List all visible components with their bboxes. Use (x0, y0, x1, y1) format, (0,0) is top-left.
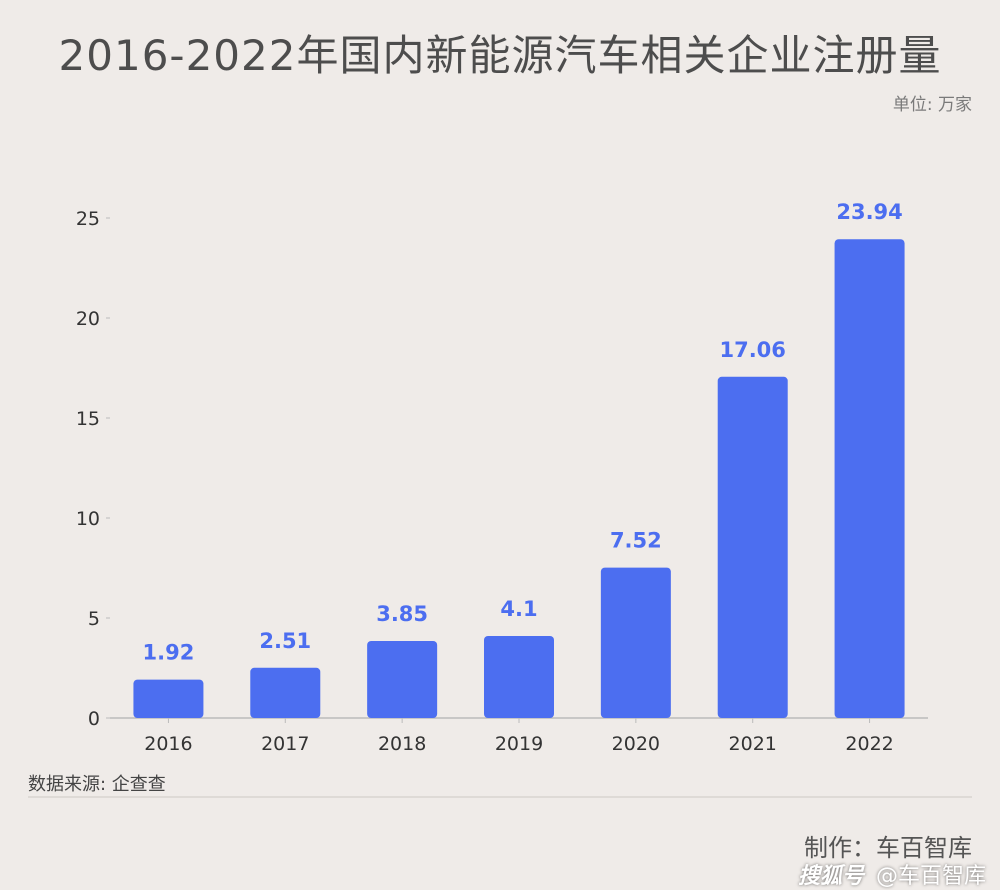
x-tick-label: 2021 (729, 733, 777, 755)
x-tick-label: 2020 (612, 733, 660, 755)
value-label: 3.85 (376, 602, 428, 626)
y-tick-label: 25 (76, 208, 100, 230)
value-label: 7.52 (610, 529, 662, 553)
x-tick-label: 2019 (495, 733, 543, 755)
bar-2018 (367, 641, 438, 718)
maker-credit: 制作：车百智库 (804, 834, 972, 862)
y-tick-label: 20 (76, 308, 100, 330)
bar-2019 (484, 636, 554, 718)
y-tick-label: 5 (88, 608, 100, 630)
y-tick-label: 0 (88, 708, 100, 730)
x-tick-label: 2018 (378, 733, 426, 755)
value-label: 2.51 (259, 629, 311, 653)
y-tick-label: 10 (76, 508, 100, 530)
x-tick-label: 2016 (144, 733, 192, 755)
watermark-handle: @车百智库 (875, 864, 986, 889)
x-tick-label: 2017 (261, 733, 309, 755)
y-tick-label: 15 (76, 408, 100, 430)
unit-label: 单位: 万家 (892, 95, 972, 115)
bar-2016 (133, 679, 204, 718)
value-label: 23.94 (836, 200, 902, 224)
x-tick-label: 2022 (845, 733, 893, 755)
value-label: 4.1 (500, 597, 537, 621)
bar-2022 (834, 239, 905, 718)
data-source: 数据来源: 企查查 (28, 774, 166, 795)
value-label: 17.06 (719, 338, 785, 362)
footer-divider (28, 796, 972, 798)
bar-2017 (250, 667, 321, 718)
watermark: 搜狐号 @车百智库 (798, 858, 986, 890)
watermark-brand: 搜狐号 (797, 864, 864, 889)
chart-title: 2016-2022年国内新能源汽车相关企业注册量 (58, 31, 942, 80)
bar-2021 (717, 376, 788, 718)
value-label: 1.92 (143, 641, 195, 665)
bar-2020 (600, 567, 671, 718)
